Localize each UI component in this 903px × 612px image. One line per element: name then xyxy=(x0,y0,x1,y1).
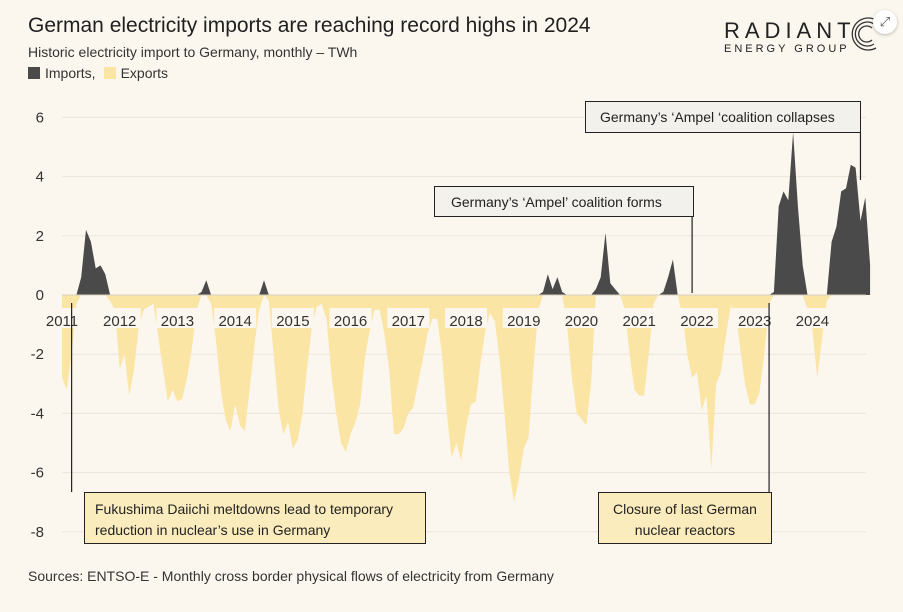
x-tick-bg xyxy=(618,308,661,328)
y-tick-label: 4 xyxy=(36,169,44,186)
x-tick-bg xyxy=(41,308,83,328)
imports-swatch xyxy=(28,67,40,79)
annotation-leaders xyxy=(71,133,862,492)
x-tick-label: 2021 xyxy=(623,313,656,330)
y-tick-label: 6 xyxy=(36,109,44,126)
legend-imports-label: Imports, xyxy=(45,65,96,81)
x-tick-label: 2013 xyxy=(161,313,194,330)
x-tick-label: 2017 xyxy=(392,313,425,330)
x-tick-label: 2018 xyxy=(449,313,482,330)
x-axis: 2011 2012 2013 2014 2015 2016 2017 2018 2019 2020… xyxy=(41,308,834,330)
legend-exports-label: Exports xyxy=(120,65,169,81)
x-tick-label: 2012 xyxy=(103,313,136,330)
x-tick-bg xyxy=(271,308,314,328)
y-tick-label: -6 xyxy=(31,465,44,482)
exports-swatch xyxy=(103,67,116,79)
x-tick-label: 2023 xyxy=(738,313,771,330)
source-note: Sources: ENTSO-E - Monthly cross border … xyxy=(28,568,554,584)
chart-title: German electricity imports are reaching … xyxy=(28,14,591,37)
imports-area xyxy=(62,132,871,295)
company-logo: RADIANT ENERGY GROUP xyxy=(724,18,856,55)
y-tick-label: -2 xyxy=(31,346,44,363)
exports-area xyxy=(62,295,871,503)
x-tick-bg xyxy=(214,308,257,328)
annotation-fukushima: Fukushima Daiichi meltdowns lead to temp… xyxy=(84,492,426,544)
x-tick-bg xyxy=(733,308,776,328)
y-tick-label: -4 xyxy=(31,405,44,422)
x-tick-label: 2015 xyxy=(276,313,309,330)
x-tick-bg xyxy=(329,308,372,328)
annotation-ampel-collapses: Germany’s ‘Ampel ‘coalition collapses xyxy=(585,101,861,133)
x-tick-label: 2020 xyxy=(565,313,598,330)
y-tick-label: 0 xyxy=(36,287,44,304)
y-axis: 6 4 2 0 -2 -4 -6 -8 xyxy=(31,109,44,540)
chart-subtitle: Historic electricity import to Germany, … xyxy=(28,44,358,60)
series-areas xyxy=(62,132,871,503)
y-tick-label: -8 xyxy=(31,524,44,541)
expand-icon[interactable]: ⤢ xyxy=(873,10,897,34)
x-tick-label: 2016 xyxy=(334,313,367,330)
annotation-nuclear-closure: Closure of last German nuclear reactors xyxy=(598,492,772,544)
x-tick-bg xyxy=(387,308,430,328)
x-tick-bg xyxy=(98,308,141,328)
y-tick-label: 2 xyxy=(36,228,44,245)
x-tick-bg xyxy=(156,308,199,328)
x-tick-bg xyxy=(791,308,834,328)
logo-line2: ENERGY GROUP xyxy=(724,43,850,55)
legend: Imports, Exports xyxy=(28,65,168,81)
x-tick-bg xyxy=(560,308,603,328)
annotation-ampel-forms: Germany’s ‘Ampel’ coalition forms xyxy=(434,186,694,217)
x-tick-bg xyxy=(675,308,718,328)
logo-line1: RADIANT xyxy=(724,18,856,43)
x-tick-label: 2022 xyxy=(680,313,713,330)
x-tick-bg xyxy=(502,308,545,328)
x-tick-label: 2024 xyxy=(796,313,829,330)
x-tick-label: 2019 xyxy=(507,313,540,330)
x-tick-label: 2014 xyxy=(218,313,251,330)
x-tick-label: 2011 xyxy=(46,313,78,330)
x-tick-bg xyxy=(445,308,488,328)
